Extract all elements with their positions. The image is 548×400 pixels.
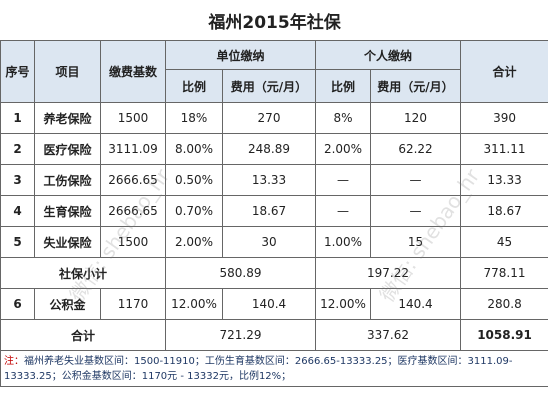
header: 个人缴纳 bbox=[315, 40, 461, 70]
note-text: 福州养老失业基数区间：1500-11910；工伤生育基数区间：2666.65-1… bbox=[4, 355, 513, 382]
cell: 5 bbox=[0, 226, 35, 258]
cell: 失业保险 bbox=[34, 226, 101, 258]
cell: 18.67 bbox=[222, 195, 316, 227]
title: 福州2015年社保 bbox=[208, 12, 341, 33]
cell: 337.62 bbox=[315, 319, 461, 351]
sub-header: 费用（元/月） bbox=[370, 69, 461, 103]
sub-header: 比例 bbox=[315, 69, 371, 103]
cell: 工伤保险 bbox=[34, 164, 101, 196]
cell: 580.89 bbox=[165, 257, 316, 289]
table-row: 合计 721.29 337.62 1058.91 bbox=[0, 319, 548, 351]
cell: 45 bbox=[459, 226, 548, 258]
cell: 12.00% bbox=[315, 288, 371, 320]
cell: 1.00% bbox=[315, 226, 371, 258]
cell: 0.70% bbox=[165, 195, 223, 227]
cell: 18.67 bbox=[459, 195, 548, 227]
cell: 4 bbox=[0, 195, 35, 227]
cell: 3111.09 bbox=[100, 133, 166, 165]
cell: 140.4 bbox=[222, 288, 316, 320]
sub-header: 比例 bbox=[165, 69, 223, 103]
cell: 390 bbox=[459, 102, 548, 134]
cell: 62.22 bbox=[370, 133, 461, 165]
cell: 2666.65 bbox=[100, 195, 166, 227]
table-row: 5 失业保险 1500 2.00% 30 1.00% 15 45 bbox=[0, 226, 548, 258]
cell: 生育保险 bbox=[34, 195, 101, 227]
cell: — bbox=[315, 195, 371, 227]
cell: 1170 bbox=[100, 288, 166, 320]
table-row: 3 工伤保险 2666.65 0.50% 13.33— —13.33 bbox=[0, 164, 548, 196]
cell: 2666.65 bbox=[100, 164, 166, 196]
cell: 1 bbox=[0, 102, 35, 134]
header: 合计 bbox=[459, 40, 548, 103]
cell: 248.89 bbox=[222, 133, 316, 165]
cell: 3 bbox=[0, 164, 35, 196]
note: 注：福州养老失业基数区间：1500-11910；工伤生育基数区间：2666.65… bbox=[0, 350, 548, 387]
cell: 280.8 bbox=[459, 288, 548, 320]
cell: 1058.91 bbox=[459, 319, 548, 351]
cell: 8.00% bbox=[165, 133, 223, 165]
cell: — bbox=[370, 195, 461, 227]
cell: 778.11 bbox=[459, 257, 548, 289]
cell: 12.00% bbox=[165, 288, 223, 320]
cell: 8% bbox=[315, 102, 371, 134]
table-row: 注：福州养老失业基数区间：1500-11910；工伤生育基数区间：2666.65… bbox=[0, 350, 548, 387]
table-row: 1 养老保险 1500 18% 270 8% 120 390 bbox=[0, 102, 548, 134]
cell: 120 bbox=[370, 102, 461, 134]
table-row: 6 公积金 1170 12.00% 140.4 12.00% 140.4 280.8 bbox=[0, 288, 548, 320]
cell: 18% bbox=[165, 102, 223, 134]
cell: 6 bbox=[0, 288, 35, 320]
cell: 2.00% bbox=[165, 226, 223, 258]
cell: 公积金 bbox=[34, 288, 101, 320]
cell: — bbox=[370, 164, 461, 196]
cell: 197.22 bbox=[315, 257, 461, 289]
cell: 140.4 bbox=[370, 288, 461, 320]
header: 单位缴纳 bbox=[165, 40, 316, 70]
cell: 15 bbox=[370, 226, 461, 258]
table-row: 2 医疗保险 3111.09 8.00% 248.89 2.00% 62.22 311.11 bbox=[0, 133, 548, 165]
cell: 0.50% bbox=[165, 164, 223, 196]
cell: 13.33 bbox=[222, 164, 316, 196]
cell: 270 bbox=[222, 102, 316, 134]
table-row: 4 生育保险 2666.65 0.70% 18.67— —18.67 bbox=[0, 195, 548, 227]
cell: 721.29 bbox=[165, 319, 316, 351]
sub-header: 费用（元/月） bbox=[222, 69, 316, 103]
total-label: 合计 bbox=[0, 319, 166, 351]
header: 缴费基数 bbox=[100, 40, 166, 103]
cell: 医疗保险 bbox=[34, 133, 101, 165]
note-mark: 注： bbox=[4, 355, 24, 367]
cell: 2.00% bbox=[315, 133, 371, 165]
cell: 30 bbox=[222, 226, 316, 258]
cell: 1500 bbox=[100, 226, 166, 258]
cell: 2 bbox=[0, 133, 35, 165]
cell: 13.33 bbox=[459, 164, 548, 196]
cell: 1500 bbox=[100, 102, 166, 134]
table-row: 社保小计 580.89 197.22 778.11 bbox=[0, 257, 548, 289]
cell: — bbox=[315, 164, 371, 196]
social-security-table: 福州2015年社保 序号 项目 缴费基数 单位缴纳 个人缴纳 合计 比例 费用（… bbox=[0, 12, 548, 387]
cell: 养老保险 bbox=[34, 102, 101, 134]
cell: 311.11 bbox=[459, 133, 548, 165]
header: 序号 bbox=[0, 40, 35, 103]
subtotal-label: 社保小计 bbox=[0, 257, 166, 289]
header: 项目 bbox=[34, 40, 101, 103]
